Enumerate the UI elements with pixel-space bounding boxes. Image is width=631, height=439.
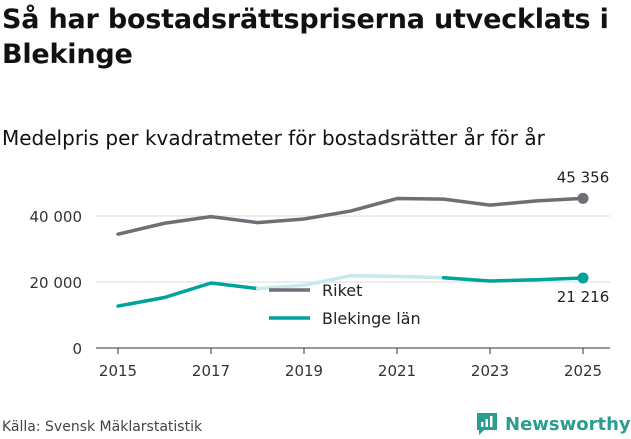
data-label-riket: 45 356	[557, 168, 610, 186]
y-tick-label: 40 000	[30, 208, 83, 226]
legend-label: Blekinge län	[322, 309, 421, 328]
series-line-blekinge	[441, 275, 585, 283]
x-tick-label: 2019	[285, 362, 323, 380]
chart-subtitle: Medelpris per kvadratmeter för bostadsrä…	[2, 126, 545, 150]
x-tick-label: 2023	[471, 362, 509, 380]
x-tick-label: 2017	[192, 362, 230, 380]
brand-name: Newsworthy	[505, 413, 631, 435]
series-line-blekinge-faded	[255, 273, 446, 291]
series-line-riket	[116, 196, 585, 236]
end-point-riket	[577, 192, 589, 204]
legend-label: Riket	[322, 281, 362, 300]
chart-title: Så har bostadsrättspriserna utvecklats i…	[2, 4, 609, 70]
line-chart: 0 20 000 40 000 2015 2017 2019 2021 2023 2025 45 …	[30, 168, 610, 380]
y-tick-label: 0	[72, 340, 82, 358]
x-tick-label: 2015	[99, 362, 137, 380]
x-tick-label: 2021	[378, 362, 416, 380]
source-note: Källa: Svensk Mäklarstatistik	[2, 419, 203, 435]
x-tick-label: 2025	[564, 362, 602, 380]
newsworthy-logo-icon	[477, 413, 497, 435]
y-tick-label: 20 000	[30, 274, 83, 292]
data-label-blekinge: 21 216	[557, 288, 610, 306]
series-line-blekinge	[116, 281, 260, 308]
end-point-blekinge	[577, 272, 589, 284]
brand-logo[interactable]: Newsworthy	[475, 409, 631, 439]
